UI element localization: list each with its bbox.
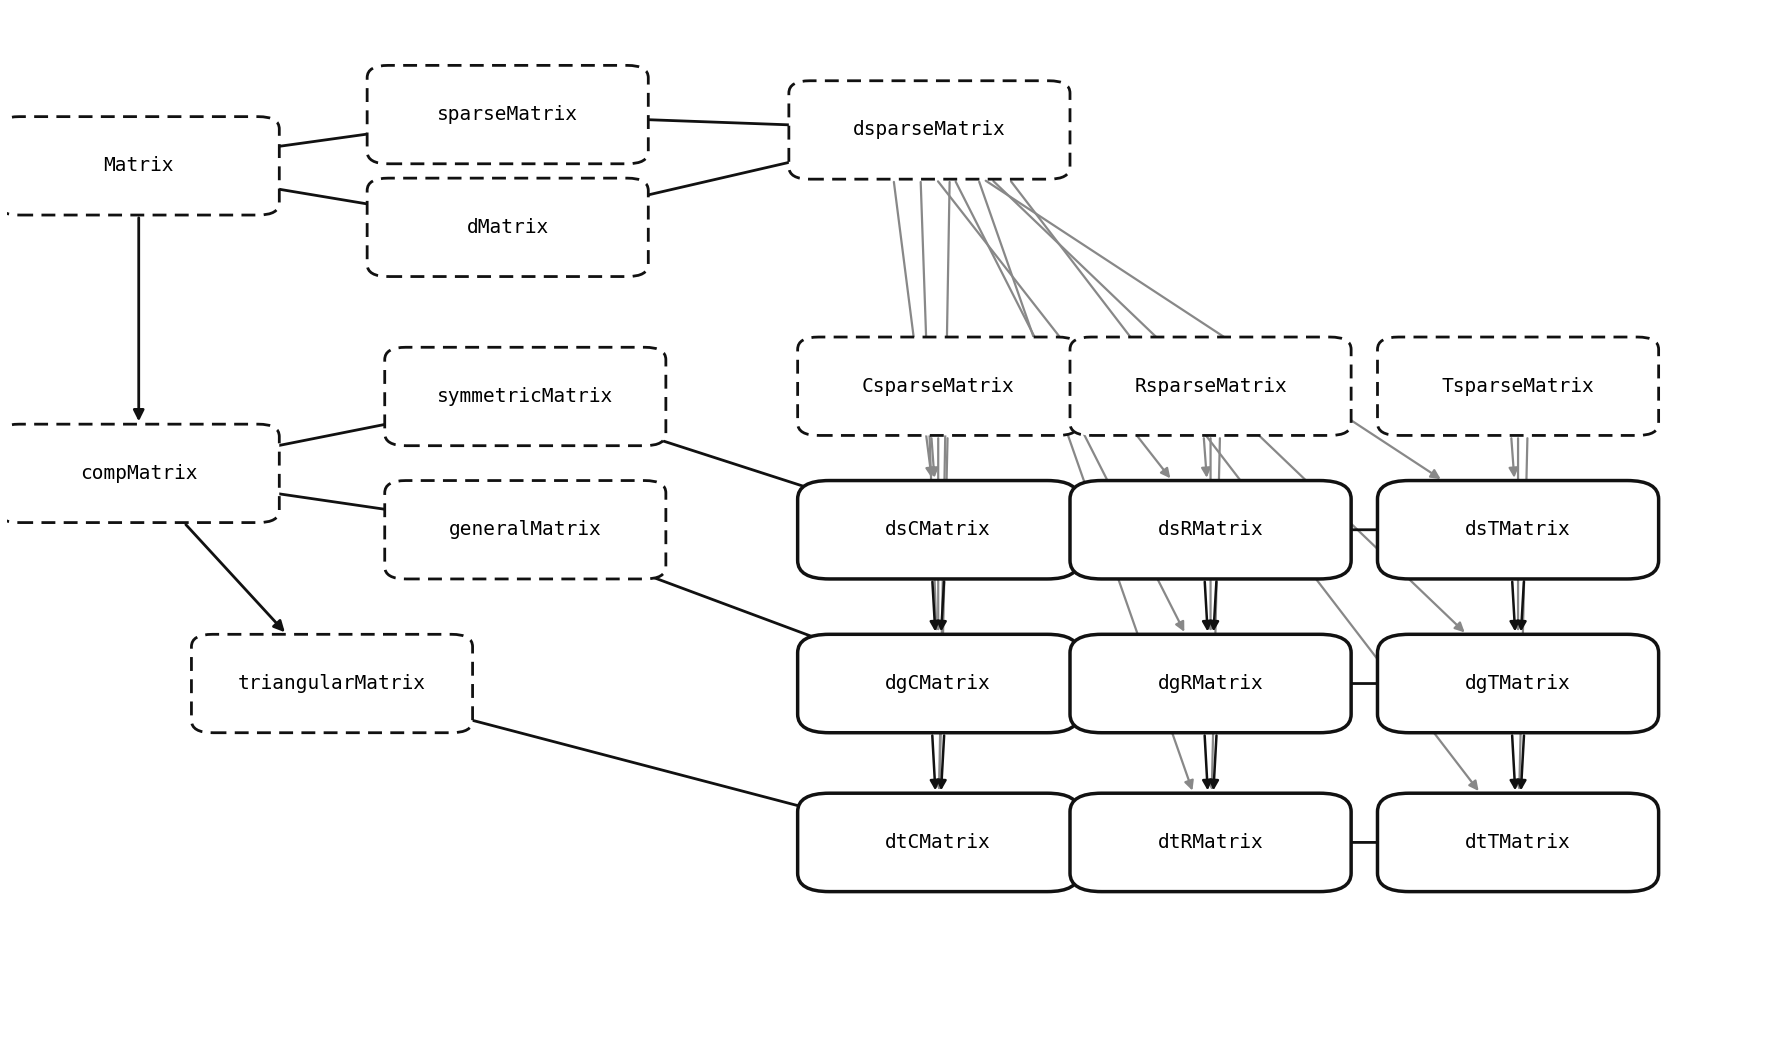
FancyBboxPatch shape — [0, 116, 280, 215]
FancyBboxPatch shape — [384, 481, 666, 579]
Text: symmetricMatrix: symmetricMatrix — [437, 387, 613, 406]
Text: triangularMatrix: triangularMatrix — [237, 674, 427, 693]
Text: dMatrix: dMatrix — [466, 218, 549, 237]
Text: dtCMatrix: dtCMatrix — [886, 833, 992, 852]
FancyBboxPatch shape — [191, 635, 473, 732]
Text: dtTMatrix: dtTMatrix — [1465, 833, 1571, 852]
FancyBboxPatch shape — [1070, 481, 1351, 579]
FancyBboxPatch shape — [1070, 793, 1351, 891]
FancyBboxPatch shape — [1378, 793, 1659, 891]
Text: CsparseMatrix: CsparseMatrix — [862, 377, 1015, 396]
FancyBboxPatch shape — [0, 424, 280, 523]
FancyBboxPatch shape — [788, 81, 1070, 179]
Text: dtRMatrix: dtRMatrix — [1158, 833, 1263, 852]
FancyBboxPatch shape — [797, 793, 1079, 891]
Text: dgRMatrix: dgRMatrix — [1158, 674, 1263, 693]
Text: dsRMatrix: dsRMatrix — [1158, 521, 1263, 539]
Text: RsparseMatrix: RsparseMatrix — [1133, 377, 1288, 396]
Text: dsparseMatrix: dsparseMatrix — [854, 121, 1006, 139]
FancyBboxPatch shape — [1070, 635, 1351, 732]
FancyBboxPatch shape — [797, 481, 1079, 579]
Text: dsCMatrix: dsCMatrix — [886, 521, 992, 539]
FancyBboxPatch shape — [1378, 635, 1659, 732]
Text: generalMatrix: generalMatrix — [448, 521, 602, 539]
Text: dgTMatrix: dgTMatrix — [1465, 674, 1571, 693]
FancyBboxPatch shape — [797, 337, 1079, 435]
Text: sparseMatrix: sparseMatrix — [437, 105, 577, 124]
FancyBboxPatch shape — [1378, 481, 1659, 579]
FancyBboxPatch shape — [797, 635, 1079, 732]
Text: dgCMatrix: dgCMatrix — [886, 674, 992, 693]
FancyBboxPatch shape — [1070, 337, 1351, 435]
FancyBboxPatch shape — [1378, 337, 1659, 435]
Text: TsparseMatrix: TsparseMatrix — [1442, 377, 1594, 396]
FancyBboxPatch shape — [367, 178, 648, 276]
Text: compMatrix: compMatrix — [80, 463, 198, 483]
FancyBboxPatch shape — [367, 65, 648, 164]
Text: dsTMatrix: dsTMatrix — [1465, 521, 1571, 539]
FancyBboxPatch shape — [384, 347, 666, 446]
Text: Matrix: Matrix — [103, 156, 174, 176]
